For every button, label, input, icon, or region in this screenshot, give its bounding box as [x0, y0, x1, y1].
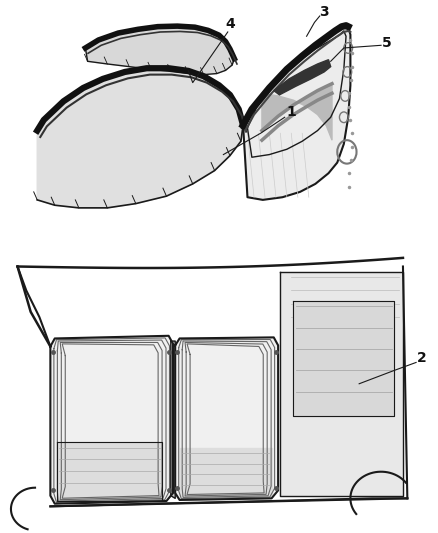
Text: 1: 1	[286, 105, 296, 119]
Polygon shape	[293, 301, 394, 416]
Polygon shape	[50, 336, 173, 504]
Text: 4: 4	[225, 17, 235, 31]
Polygon shape	[175, 337, 278, 500]
Polygon shape	[85, 26, 234, 75]
Polygon shape	[274, 60, 331, 95]
Polygon shape	[171, 341, 175, 498]
Polygon shape	[180, 448, 272, 496]
Polygon shape	[243, 26, 350, 200]
Polygon shape	[280, 272, 403, 496]
Polygon shape	[37, 68, 243, 208]
Text: 2: 2	[417, 351, 427, 365]
Text: 5: 5	[381, 36, 391, 50]
Polygon shape	[262, 84, 332, 140]
Polygon shape	[57, 442, 162, 501]
Text: 3: 3	[319, 5, 329, 19]
